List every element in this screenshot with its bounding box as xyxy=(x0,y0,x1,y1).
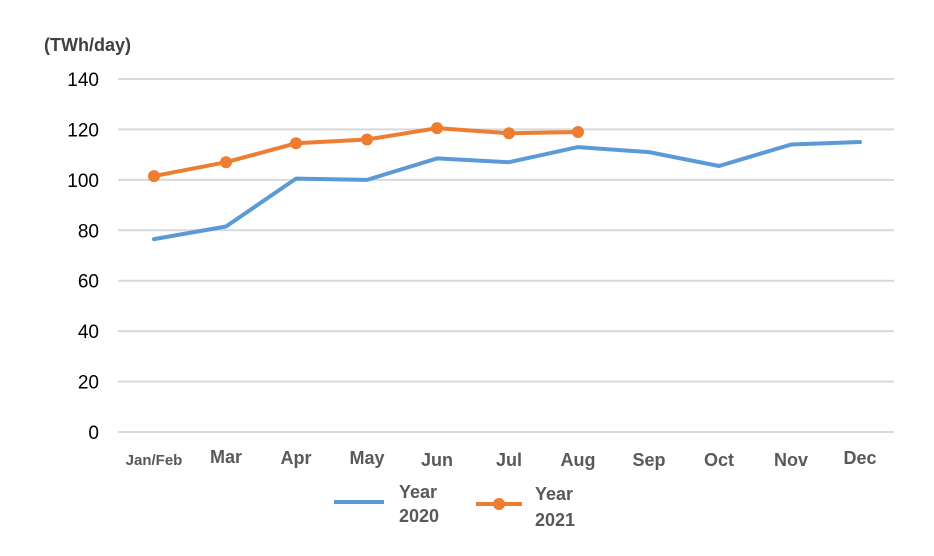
x-tick-label: Jun xyxy=(421,450,453,470)
legend-label: Year xyxy=(399,482,437,502)
data-point xyxy=(431,122,443,135)
y-axis-ticks: 0 20 40 60 80 100 120 140 xyxy=(67,70,99,444)
y-tick-label: 40 xyxy=(78,322,99,343)
legend: Year 2020 Year 2021 xyxy=(334,482,575,530)
x-tick-label: Mar xyxy=(210,447,242,467)
x-tick-label: Apr xyxy=(281,448,312,468)
y-tick-label: 100 xyxy=(67,171,99,192)
series-line xyxy=(152,140,862,242)
series-2 xyxy=(148,122,584,183)
legend-label: Year xyxy=(535,484,573,504)
x-tick-label: May xyxy=(349,448,384,468)
y-tick-label: 60 xyxy=(78,272,99,293)
x-tick-label: Aug xyxy=(561,450,596,470)
y-tick-label: 0 xyxy=(88,423,99,444)
x-axis-ticks: Jan/Feb Mar Apr May Jun Jul Aug Sep Oct Nov Dec xyxy=(126,447,877,470)
data-point xyxy=(220,156,232,169)
data-point xyxy=(290,137,302,150)
x-tick-label: Dec xyxy=(843,448,876,468)
y-tick-label: 120 xyxy=(67,120,99,141)
y-tick-label: 80 xyxy=(78,221,99,242)
data-point xyxy=(148,170,160,183)
x-tick-label: Sep xyxy=(632,450,665,470)
legend-item: Year 2021 xyxy=(476,484,575,530)
gridlines xyxy=(118,78,894,433)
data-point xyxy=(361,133,373,146)
legend-label: 2020 xyxy=(399,506,439,526)
x-tick-label: Oct xyxy=(704,450,734,470)
series xyxy=(148,122,862,242)
series-1 xyxy=(152,140,862,242)
legend-item: Year 2020 xyxy=(334,482,439,526)
legend-marker xyxy=(493,498,505,510)
data-point xyxy=(572,125,584,138)
x-tick-label: Jan/Feb xyxy=(126,452,183,469)
y-tick-label: 20 xyxy=(78,373,99,394)
y-tick-label: 140 xyxy=(67,70,99,91)
legend-label: 2021 xyxy=(535,510,575,530)
x-tick-label: Jul xyxy=(496,450,522,470)
data-point xyxy=(503,127,515,140)
y-unit-label: (TWh/day) xyxy=(44,35,131,55)
x-tick-label: Nov xyxy=(774,450,808,470)
